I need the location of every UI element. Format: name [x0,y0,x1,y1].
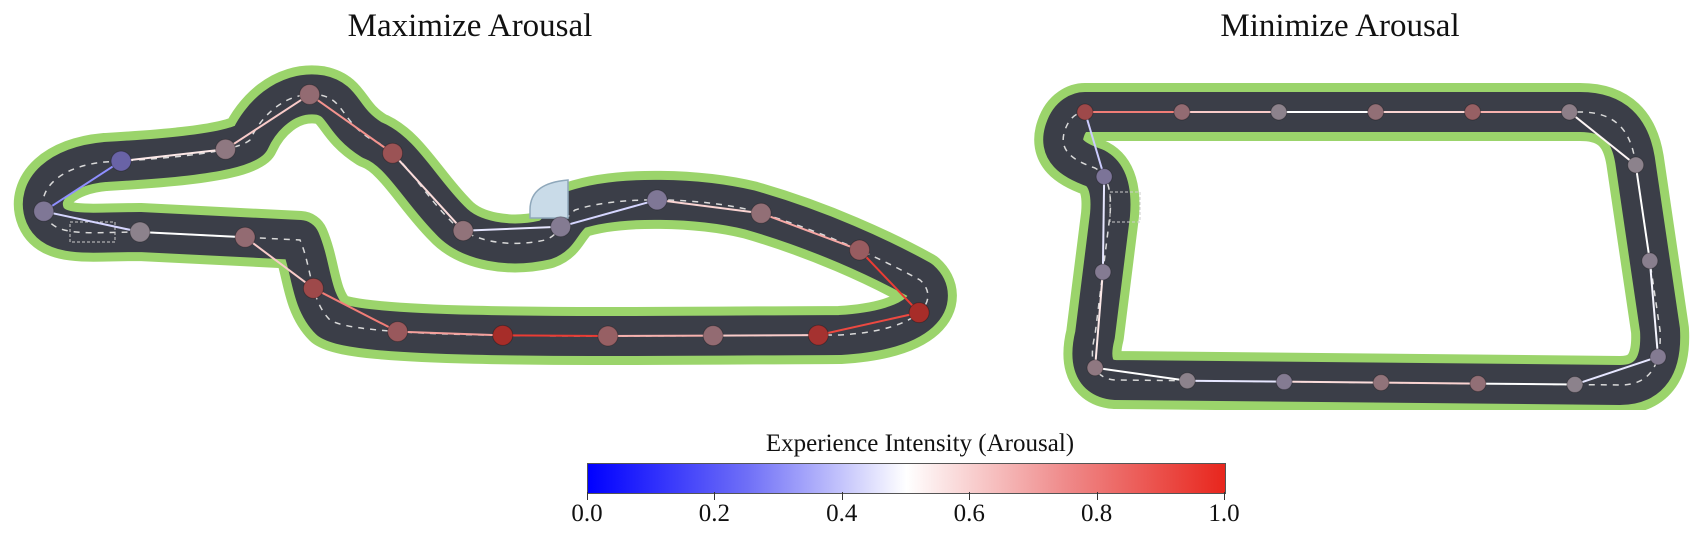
right-track-grass [1034,83,1690,410]
right-trajectory [1076,103,1667,394]
trajectory-marker [1469,375,1487,393]
trajectory-segment [463,225,561,232]
trajectory-marker [1566,376,1584,394]
colorbar-tick-label: 1.0 [1208,500,1240,527]
trajectory-marker [1627,156,1645,174]
trajectory-segment [1568,111,1637,166]
colorbar-tick [587,492,588,500]
trajectory-segment [656,198,762,215]
trajectory-segment [1284,380,1382,384]
trajectory-marker [1094,263,1112,281]
trajectory-segment [139,231,246,239]
right-track-asphalt [1043,92,1681,405]
left-track [13,65,957,365]
trajectory-marker [807,324,829,346]
trajectory-marker [1178,372,1196,390]
trajectory-segment [1381,381,1478,385]
trajectory-segment [1094,366,1188,382]
colorbar-tick [1224,492,1225,500]
trajectory-segment [1574,355,1659,386]
trajectory-segment [224,93,311,151]
trajectory-segment [1094,271,1104,368]
trajectory-marker [1464,103,1482,121]
trajectory-marker [492,324,514,346]
trajectory-marker [382,142,404,164]
trajectory-marker [550,216,572,238]
trajectory-marker [908,302,930,324]
trajectory-marker [1086,359,1104,377]
trajectory-segment [43,210,141,233]
trajectory-segment [1187,379,1285,383]
trajectory-segment [1648,260,1660,357]
trajectory-marker [702,325,724,347]
trajectory-segment [391,152,464,232]
trajectory-segment [397,330,503,337]
trajectory-segment [309,93,394,155]
colorbar-tick-label: 0.6 [953,500,985,527]
left-panel-title: Maximize Arousal [347,8,593,44]
trajectory-segment [818,311,920,337]
colorbar-tick-label: 0.4 [826,500,858,527]
left-trajectory [33,83,930,347]
trajectory-marker [215,138,237,160]
colorbar-tick [714,492,716,500]
trajectory-marker [849,239,871,261]
trajectory-marker [452,220,474,242]
colorbar-tick-label: 0.0 [571,500,603,527]
colorbar-tick-label: 0.2 [698,500,731,527]
trajectory-segment [120,148,226,163]
trajectory-segment [1084,111,1106,177]
trajectory-marker [1173,103,1191,121]
trajectory-marker [1367,103,1385,121]
trajectory-marker [1649,348,1667,366]
trajectory-marker [33,200,55,222]
colorbar [587,463,1226,494]
trajectory-segment [560,198,658,228]
trajectory-marker [302,277,324,299]
trajectory-marker [1275,373,1293,391]
trajectory-segment [1101,176,1106,272]
trajectory-marker [234,226,256,248]
colorbar-tick [1096,492,1098,500]
trajectory-segment [312,287,399,333]
trajectory-marker [1270,103,1288,121]
colorbar-tick [841,492,843,500]
trajectory-segment [502,334,608,337]
trajectory-marker [1095,168,1113,186]
colorbar-label: Experience Intensity (Arousal) [765,430,1075,457]
right-panel-title: Minimize Arousal [1220,8,1460,44]
trajectory-marker [299,83,321,105]
right-track-diagram [1034,83,1690,410]
left-track-center-dashes [42,93,929,337]
right-track [1034,83,1690,410]
trajectory-marker [110,150,132,172]
trajectory-marker [387,321,409,343]
trajectory-marker [1560,103,1578,121]
trajectory-marker [1641,252,1659,270]
trajectory-segment [760,212,860,251]
trajectory-marker [129,221,151,243]
left-track-diagram [13,65,957,365]
left-tire-wall-icon [529,179,569,219]
right-start-grid-icon [1109,191,1141,223]
trajectory-marker [1076,103,1094,121]
trajectory-segment [858,249,920,314]
trajectory-segment [1634,164,1651,261]
trajectory-segment [1477,382,1575,386]
trajectory-marker [597,325,619,347]
trajectory-segment [713,334,819,337]
trajectory-marker [1372,374,1390,392]
trajectory-segment [43,160,122,213]
trajectory-marker [646,189,668,211]
colorbar-tick-label: 0.8 [1080,500,1113,527]
colorbar-tick [969,492,971,500]
trajectory-segment [244,236,314,290]
trajectory-marker [750,202,772,224]
right-track-center-dashes [1062,111,1661,386]
